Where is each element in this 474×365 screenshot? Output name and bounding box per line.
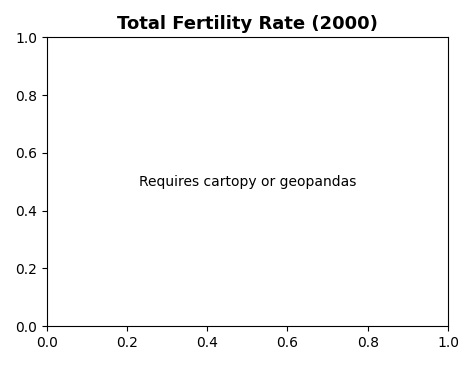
Text: Requires cartopy or geopandas: Requires cartopy or geopandas bbox=[139, 175, 356, 189]
Title: Total Fertility Rate (2000): Total Fertility Rate (2000) bbox=[117, 15, 378, 33]
